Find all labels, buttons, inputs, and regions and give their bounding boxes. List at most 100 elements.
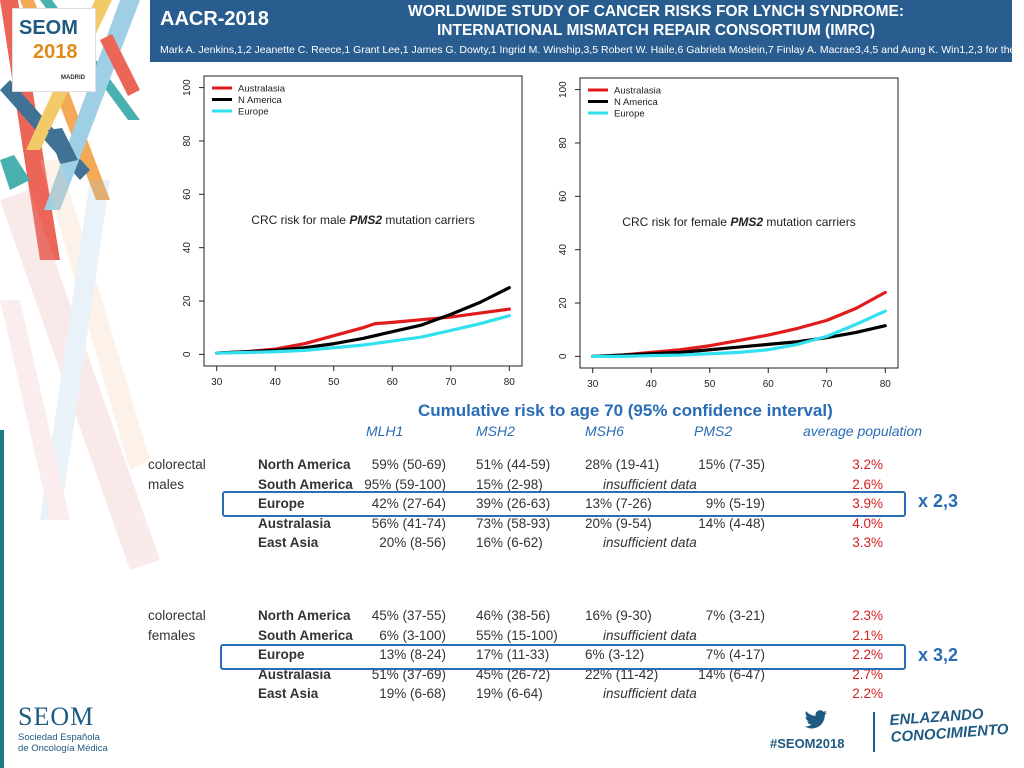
- legend-label: Europe: [238, 107, 269, 118]
- y-tick-label: 20: [558, 297, 569, 309]
- series-line-n-america: [215, 286, 511, 355]
- series-line-europe: [591, 309, 887, 358]
- females-row-region: North America: [258, 608, 351, 623]
- x-tick-label: 60: [387, 377, 399, 388]
- x-tick-label: 40: [646, 379, 658, 390]
- males-row-mlh1: 95% (59-100): [364, 476, 446, 492]
- x-tick-label: 30: [211, 377, 223, 388]
- females-row-average: 2.2%: [852, 686, 883, 701]
- males-row-average: 2.6%: [852, 476, 883, 492]
- males-row-mlh1: 20% (8-56): [379, 535, 446, 550]
- males-row-region: Europe: [258, 496, 305, 511]
- plot-frame: [203, 75, 523, 367]
- y-tick-label: 60: [182, 188, 193, 200]
- x-tick-label: 70: [445, 377, 457, 388]
- females-row-pms2: 7% (4-17): [705, 647, 765, 662]
- males-row-pms2: 14% (4-48): [698, 515, 765, 531]
- females-row-mlh1: 6% (3-100): [379, 627, 446, 643]
- females-multiplier: x 3,2: [918, 645, 959, 665]
- legend-label: N America: [238, 95, 283, 106]
- y-tick-label: 0: [558, 353, 569, 359]
- x-tick-label: 80: [504, 377, 516, 388]
- males-group-label-1: colorectal: [148, 457, 206, 472]
- logo-city: MADRID: [61, 75, 85, 81]
- females-row-msh2: 17% (11-33): [476, 647, 550, 662]
- females-row-insufficient: insufficient data: [603, 686, 697, 701]
- females-group-label-2: females: [148, 627, 196, 643]
- plot-frame: [579, 77, 899, 369]
- chart-title-prefix: CRC risk for male: [251, 213, 349, 227]
- col-header-pms2: PMS2: [694, 423, 733, 439]
- males-row-mlh1: 56% (41-74): [371, 515, 446, 531]
- chart-title-suffix: mutation carriers: [763, 215, 856, 229]
- table-title: Cumulative risk to age 70 (95% confidenc…: [418, 401, 833, 420]
- females-row-average: 2.1%: [852, 627, 883, 643]
- females-row-mlh1: 19% (6-68): [379, 686, 446, 701]
- females-row-msh6: 22% (11-42): [585, 666, 659, 682]
- females-row-region: Australasia: [258, 666, 331, 682]
- legend-label: Australasia: [238, 84, 286, 95]
- females-row-mlh1: 45% (37-55): [371, 608, 446, 623]
- footer-divider: [873, 712, 875, 752]
- y-tick-label: 40: [182, 242, 193, 254]
- females-row-insufficient: insufficient data: [603, 627, 697, 643]
- footer-hashtag: #SEOM2018: [770, 736, 845, 751]
- seom-footer-logo: SEOM Sociedad Española de Oncología Médi…: [18, 702, 108, 754]
- europe-males-highlight: [222, 491, 906, 517]
- males-row-insufficient: insufficient data: [603, 535, 697, 550]
- females-row-region: Europe: [258, 647, 305, 662]
- males-row-average: 3.2%: [852, 457, 883, 472]
- males-row-average: 3.3%: [852, 535, 883, 550]
- females-row-pms2: 14% (6-47): [698, 666, 765, 682]
- females-row-mlh1: 51% (37-69): [371, 666, 446, 682]
- authors-line: Mark A. Jenkins,1,2 Jeanette C. Reece,1 …: [160, 44, 1024, 56]
- females-row-msh2: 19% (6-64): [476, 686, 543, 701]
- title-line-1: WORLDWIDE STUDY OF CANCER RISKS FOR LYNC…: [407, 3, 904, 20]
- conference-label: AACR-2018: [160, 8, 269, 30]
- seom-2018-logo: SEOM 2018 MADRID: [12, 8, 96, 92]
- decorative-ribbons: [0, 0, 160, 768]
- males-row-msh6: 20% (9-54): [585, 515, 652, 531]
- females-row-region: East Asia: [258, 686, 319, 701]
- legend-label: Europe: [614, 109, 645, 120]
- females-row-pms2: 7% (3-21): [705, 608, 765, 623]
- series-line-europe: [215, 314, 511, 355]
- females-group-label-1: colorectal: [148, 608, 206, 623]
- y-tick-label: 40: [558, 244, 569, 256]
- series-line-n-america: [591, 324, 887, 358]
- col-header-msh2: MSH2: [476, 423, 515, 439]
- males-row-region: North America: [258, 457, 351, 472]
- females-row-average: 2.2%: [852, 647, 883, 662]
- males-row-region: East Asia: [258, 535, 319, 550]
- males-row-insufficient: insufficient data: [603, 476, 697, 492]
- logo-name: SEOM: [19, 17, 78, 39]
- y-tick-label: 80: [182, 135, 193, 147]
- twitter-bird-icon: [804, 710, 828, 729]
- males-row-msh2: 39% (26-63): [476, 496, 551, 511]
- chart-title-gene: PMS2: [730, 215, 763, 229]
- chart-title-gene: PMS2: [349, 213, 382, 227]
- col-header-average: average population: [803, 423, 923, 439]
- europe-females-highlight: [220, 644, 906, 670]
- males-row-mlh1: 42% (27-64): [371, 496, 446, 511]
- females-row-msh2: 45% (26-72): [476, 666, 551, 682]
- x-tick-label: 70: [821, 379, 833, 390]
- y-tick-label: 20: [182, 295, 193, 307]
- x-tick-label: 50: [704, 379, 716, 390]
- y-tick-label: 0: [182, 351, 193, 357]
- title-line-2: INTERNATIONAL MISMATCH REPAIR CONSORTIUM…: [437, 22, 875, 39]
- x-tick-label: 50: [328, 377, 340, 388]
- legend-label: Australasia: [614, 86, 662, 97]
- y-tick-label: 80: [558, 137, 569, 149]
- slide-title: WORLDWIDE STUDY OF CANCER RISKS FOR LYNC…: [300, 2, 1012, 40]
- females-row-msh2: 46% (38-56): [476, 608, 551, 623]
- males-multiplier: x 2,3: [918, 491, 959, 511]
- chart-title-suffix: mutation carriers: [382, 213, 475, 227]
- x-tick-label: 30: [587, 379, 599, 390]
- males-row-msh2: 51% (44-59): [476, 457, 551, 472]
- females-row-region: South America: [258, 627, 353, 643]
- females-row-msh6: 6% (3-12): [585, 647, 645, 662]
- males-row-msh2: 15% (2-98): [476, 476, 543, 492]
